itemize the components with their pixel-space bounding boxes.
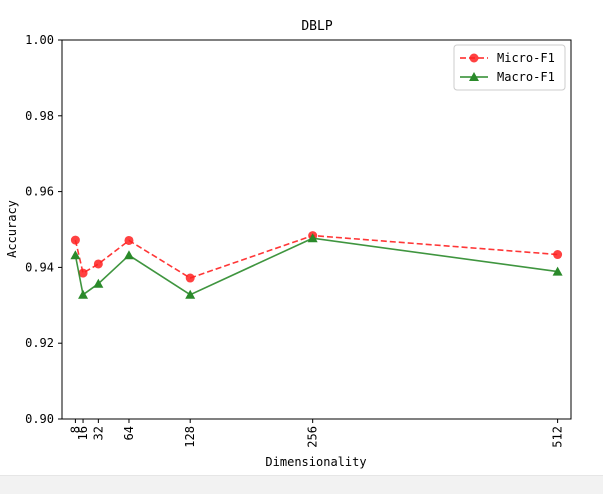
circle-marker bbox=[124, 235, 134, 245]
legend: Micro-F1 Macro-F1 bbox=[453, 44, 566, 91]
plot-frame bbox=[61, 39, 572, 420]
x-axis: 816 32 64 128 256 512 bbox=[68, 419, 565, 448]
triangle-marker bbox=[552, 266, 563, 276]
legend-label: Macro-F1 bbox=[497, 70, 555, 84]
triangle-marker bbox=[185, 289, 196, 299]
x-tick-label: 128 bbox=[183, 426, 197, 448]
circle-marker bbox=[553, 250, 563, 260]
x-axis-label: Dimensionality bbox=[265, 455, 366, 469]
triangle-marker bbox=[123, 250, 134, 260]
y-axis: 0.90 0.92 0.94 0.96 0.98 1.00 bbox=[25, 33, 62, 426]
bottom-strip bbox=[0, 475, 603, 494]
x-tick-label: 64 bbox=[122, 426, 136, 440]
series-layer bbox=[70, 231, 563, 299]
triangle-marker bbox=[93, 278, 104, 288]
x-tick-label: 16 bbox=[76, 426, 90, 440]
chart-title: DBLP bbox=[301, 19, 332, 34]
y-tick-label: 1.00 bbox=[25, 33, 54, 47]
x-tick-label: 256 bbox=[306, 426, 320, 448]
triangle-marker bbox=[307, 233, 318, 243]
circle-marker bbox=[70, 235, 80, 245]
legend-box bbox=[453, 44, 566, 91]
legend-label: Micro-F1 bbox=[497, 51, 555, 65]
series-line bbox=[74, 237, 558, 297]
x-tick-label: 32 bbox=[91, 426, 105, 440]
y-tick-label: 0.98 bbox=[25, 109, 54, 123]
y-tick-label: 0.90 bbox=[25, 412, 54, 426]
circle-marker bbox=[93, 259, 103, 269]
x-tick-label: 8 bbox=[68, 426, 82, 433]
legend-marker bbox=[469, 72, 479, 81]
y-tick-label: 0.92 bbox=[25, 336, 54, 350]
triangle-marker bbox=[70, 250, 81, 260]
y-tick-label: 0.94 bbox=[25, 260, 54, 274]
x-tick-label: 512 bbox=[551, 426, 565, 448]
series-macro-f1 bbox=[70, 233, 563, 299]
circle-marker bbox=[78, 268, 88, 278]
circle-marker bbox=[185, 273, 195, 283]
triangle-marker bbox=[78, 289, 89, 299]
y-tick-label: 0.96 bbox=[25, 185, 54, 199]
y-axis-label: Accuracy bbox=[5, 200, 19, 258]
legend-marker bbox=[469, 53, 479, 63]
